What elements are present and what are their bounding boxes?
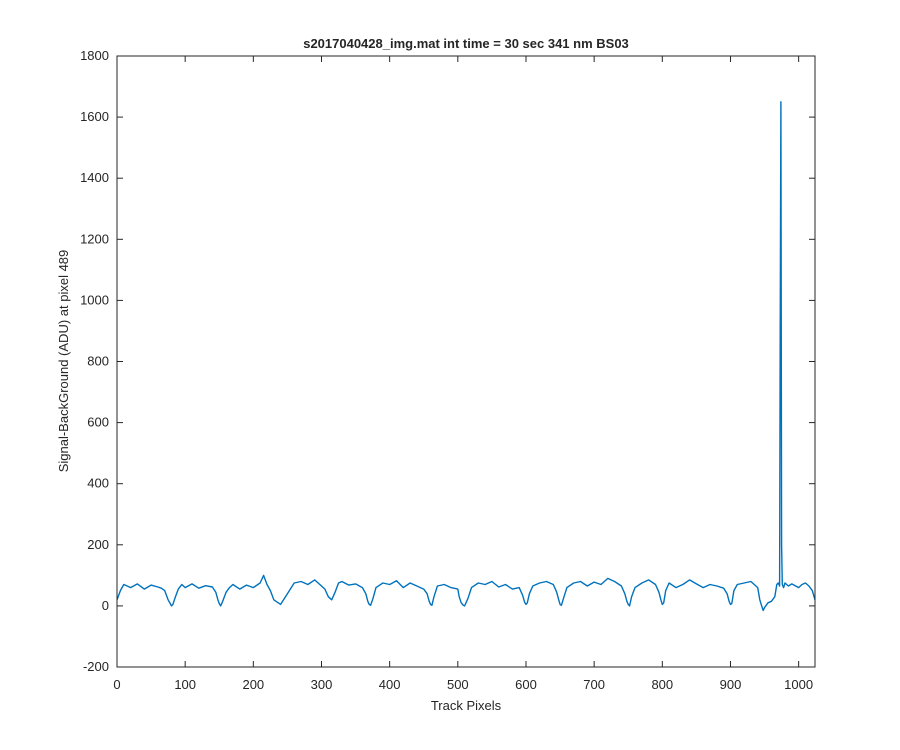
chart-title: s2017040428_img.mat int time = 30 sec 34… <box>303 36 629 51</box>
x-tick-label: 1000 <box>784 677 813 692</box>
y-tick-label: 1200 <box>80 231 109 246</box>
y-tick-label: 800 <box>87 354 109 369</box>
y-tick-label: 1400 <box>80 170 109 185</box>
axes: 0 100 200 300 400 500 600 700 800 900 1000 -200 0 200… <box>80 48 815 692</box>
x-tick-label: 300 <box>311 677 333 692</box>
x-tick-label: 500 <box>447 677 469 692</box>
x-tick-label: 800 <box>651 677 673 692</box>
y-tick-label: 1600 <box>80 109 109 124</box>
y-tick-label: 200 <box>87 537 109 552</box>
y-tick-label: 0 <box>102 598 109 613</box>
x-tick-label: 200 <box>242 677 264 692</box>
series-line <box>116 101 816 612</box>
plot-area <box>117 56 815 667</box>
x-tick-label: 400 <box>379 677 401 692</box>
x-axis-label: Track Pixels <box>431 698 502 713</box>
y-tick-label: 400 <box>87 476 109 491</box>
x-tick-label: 600 <box>515 677 537 692</box>
y-tick-label: 1000 <box>80 292 109 307</box>
plot-frame <box>116 55 816 668</box>
y-tick-label: -200 <box>83 659 109 674</box>
series-layer <box>116 101 816 612</box>
x-tick-label: 900 <box>720 677 742 692</box>
x-tick-label: 0 <box>113 677 120 692</box>
y-tick-label: 600 <box>87 415 109 430</box>
y-axis-label: Signal-BackGround (ADU) at pixel 489 <box>56 250 71 473</box>
x-tick-label: 700 <box>583 677 605 692</box>
y-tick-label: 1800 <box>80 48 109 63</box>
x-tick-label: 100 <box>174 677 196 692</box>
